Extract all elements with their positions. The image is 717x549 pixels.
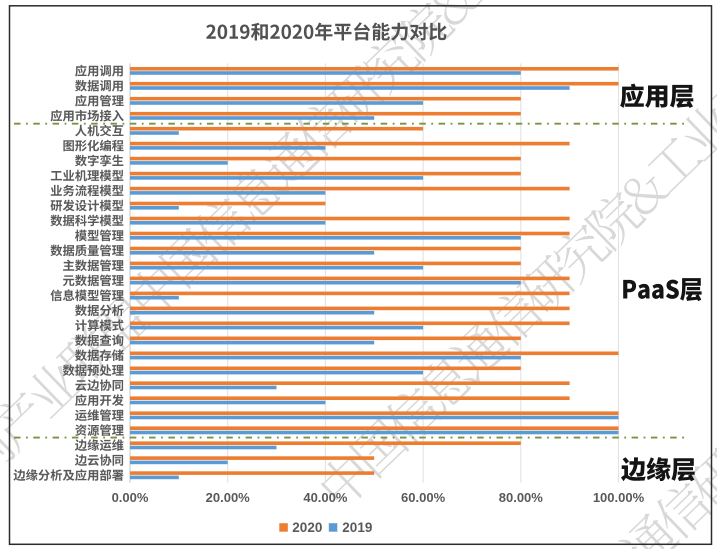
- svg-text:40.00%: 40.00%: [303, 490, 348, 505]
- svg-text:0.00%: 0.00%: [112, 490, 149, 505]
- svg-text:20.00%: 20.00%: [206, 490, 251, 505]
- svg-text:100.00%: 100.00%: [593, 490, 645, 505]
- svg-text:60.00%: 60.00%: [401, 490, 446, 505]
- svg-text:80.00%: 80.00%: [499, 490, 544, 505]
- svg-text:2020: 2020: [292, 520, 322, 535]
- svg-text:2019: 2019: [342, 520, 372, 535]
